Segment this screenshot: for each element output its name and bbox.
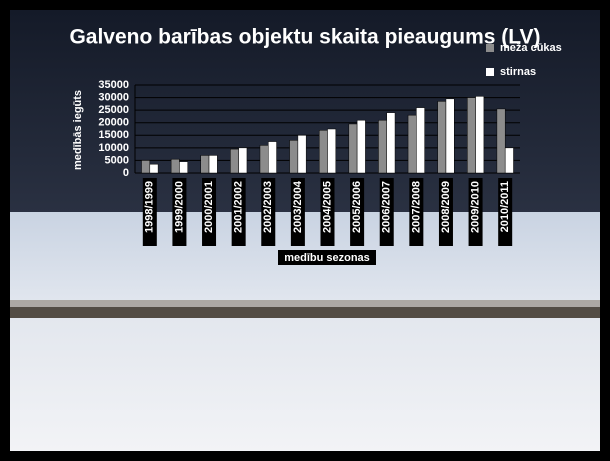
x-tick-label: 2003/2004 — [292, 180, 304, 233]
bar — [357, 120, 365, 173]
x-tick-label: 2010/2011 — [499, 181, 511, 232]
x-tick-label: 1999/2000 — [173, 181, 185, 233]
bar — [416, 108, 424, 173]
y-tick-label: 15000 — [98, 129, 129, 141]
y-tick-label: 5000 — [105, 154, 129, 166]
x-tick-label: 2000/2001 — [203, 181, 215, 233]
bar — [349, 124, 357, 173]
bar — [260, 145, 268, 173]
bar — [150, 164, 158, 173]
bar — [201, 155, 209, 173]
bar — [378, 120, 386, 173]
bar — [328, 129, 336, 173]
bar — [298, 135, 306, 173]
bar — [171, 159, 179, 173]
legend-swatch — [486, 68, 494, 76]
bar — [179, 162, 187, 173]
y-tick-label: 30000 — [98, 91, 129, 103]
bar — [476, 96, 484, 173]
bar — [268, 142, 276, 173]
bar — [319, 130, 327, 173]
x-axis-label: medību sezonas — [284, 252, 370, 264]
chart-title: Galveno barības objektu skaita pieaugums… — [69, 26, 540, 49]
x-tick-label: 2001/2002 — [233, 181, 245, 233]
x-tick-label: 2005/2006 — [351, 181, 363, 233]
background-snow — [10, 318, 600, 451]
page: Galveno barības objektu skaita pieaugums… — [0, 0, 610, 461]
y-axis-label: medībās iegūts — [72, 90, 84, 170]
x-tick-label: 2007/2008 — [410, 181, 422, 233]
x-tick-label: 2004/2005 — [321, 181, 333, 233]
legend-label: stirnas — [500, 66, 536, 78]
bar — [230, 149, 238, 173]
x-tick-label: 2008/2009 — [440, 181, 452, 233]
legend-label: meža cūkas — [500, 42, 562, 54]
bar — [505, 148, 513, 173]
bar — [239, 148, 247, 173]
x-tick-label: 2006/2007 — [381, 181, 393, 233]
chart: Galveno barības objektu skaita pieaugums… — [0, 0, 610, 461]
x-tick-label: 1998/1999 — [144, 181, 156, 233]
bar — [209, 155, 217, 173]
bar — [408, 115, 416, 173]
x-tick-label: 2009/2010 — [469, 181, 481, 233]
x-tick-label: 2002/2003 — [262, 181, 274, 233]
bar — [497, 109, 505, 173]
bar — [387, 113, 395, 173]
y-tick-label: 10000 — [98, 142, 129, 154]
bar — [446, 99, 454, 173]
bar — [438, 101, 446, 173]
bar — [290, 140, 298, 173]
y-tick-label: 20000 — [98, 117, 129, 129]
bar — [142, 160, 150, 173]
y-tick-label: 35000 — [98, 79, 129, 91]
legend-swatch — [486, 44, 494, 52]
bar — [467, 98, 475, 173]
y-tick-label: 0 — [123, 167, 129, 179]
y-tick-label: 25000 — [98, 104, 129, 116]
